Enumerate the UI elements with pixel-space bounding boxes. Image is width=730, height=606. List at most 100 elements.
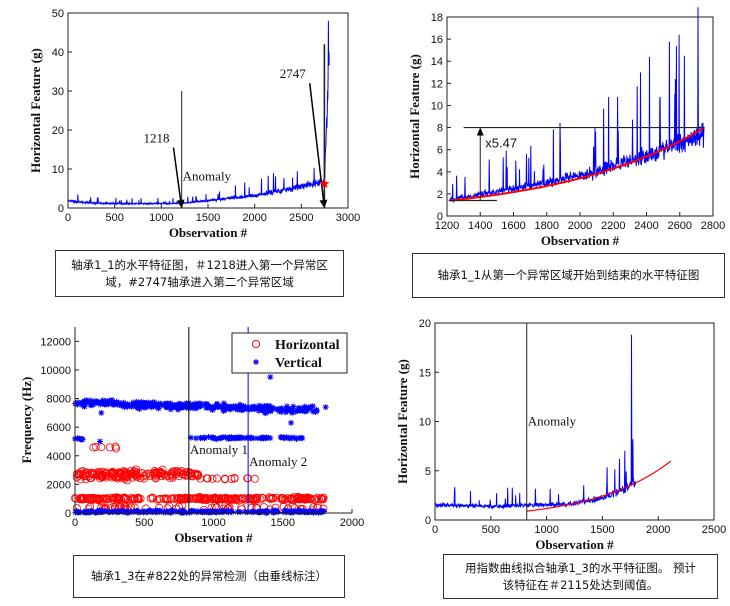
horizontal-point bbox=[167, 494, 176, 503]
horizontal-point bbox=[281, 495, 290, 504]
horizontal-point bbox=[114, 472, 123, 481]
vertical-point bbox=[228, 434, 235, 441]
vertical-point bbox=[128, 403, 135, 410]
vertical-point bbox=[313, 406, 320, 413]
vertical-point bbox=[255, 509, 262, 516]
horizontal-point bbox=[166, 469, 175, 478]
caption-chart-3: 轴承1_3在#822处的异常检测（由垂线标注） bbox=[73, 555, 345, 598]
x-tick-label: 0 bbox=[65, 212, 71, 224]
horizontal-point bbox=[267, 494, 276, 503]
anomaly-label: Anomaly 2 bbox=[249, 454, 307, 469]
horizontal-point bbox=[200, 494, 209, 503]
vertical-point bbox=[250, 435, 257, 442]
vertical-point bbox=[220, 403, 227, 410]
vertical-point bbox=[222, 434, 229, 441]
vertical-point bbox=[136, 400, 143, 407]
vertical-point bbox=[278, 408, 285, 415]
vertical-point bbox=[113, 398, 120, 405]
vertical-point bbox=[279, 406, 286, 413]
vertical-point bbox=[296, 507, 303, 514]
vertical-point bbox=[283, 403, 290, 410]
vertical-point bbox=[178, 403, 185, 410]
axes: 0 500 1000 1500 2000 2500 3000 0 10 20 30 40 50 Obser… bbox=[28, 8, 360, 240]
y-tick-label: 6000 bbox=[47, 422, 71, 434]
x-tick-label: 1500 bbox=[196, 212, 220, 224]
y-tick-label: 10000 bbox=[40, 365, 71, 377]
vertical-point bbox=[220, 400, 227, 407]
vertical-point bbox=[161, 402, 168, 409]
vertical-point bbox=[122, 402, 129, 409]
horizontal-point bbox=[220, 475, 229, 484]
star-marker-icon bbox=[319, 178, 330, 189]
vertical-point bbox=[310, 509, 317, 516]
vertical-point bbox=[118, 508, 125, 515]
vertical-point bbox=[221, 508, 228, 515]
y-tick-label: 4000 bbox=[47, 451, 71, 463]
horizontal-point bbox=[79, 493, 88, 502]
vertical-point bbox=[169, 402, 176, 409]
arrow-line bbox=[308, 83, 326, 209]
vertical-point bbox=[288, 406, 295, 413]
vertical-point bbox=[254, 435, 261, 442]
x-tick-label: 1600 bbox=[501, 220, 525, 232]
vertical-point bbox=[74, 401, 81, 408]
horizontal-point bbox=[177, 495, 186, 504]
x-tick-label: 500 bbox=[482, 524, 500, 536]
vertical-point bbox=[100, 399, 107, 406]
series-line bbox=[67, 20, 330, 206]
horizontal-point bbox=[212, 474, 221, 483]
vertical-point bbox=[288, 419, 295, 426]
legend-circle-icon bbox=[251, 339, 261, 349]
vertical-point bbox=[285, 435, 292, 442]
x-tick-label: 2400 bbox=[634, 220, 658, 232]
vertical-point bbox=[111, 508, 118, 515]
horizontal-point bbox=[227, 474, 236, 483]
vertical-point bbox=[132, 402, 139, 409]
x-axis-label: Observation # bbox=[535, 537, 614, 552]
horizontal-point bbox=[75, 469, 84, 478]
vertical-point bbox=[82, 398, 89, 405]
y-axis-label: Frequency (Hz) bbox=[19, 377, 34, 464]
horizontal-point bbox=[93, 468, 102, 477]
x-tick-label: 0 bbox=[72, 517, 78, 529]
vertical-point bbox=[193, 405, 200, 412]
horizontal-point bbox=[75, 494, 84, 503]
x-tick-label: 2500 bbox=[289, 212, 313, 224]
horizontal-point bbox=[253, 494, 262, 503]
vertical-point bbox=[194, 508, 201, 515]
vertical-point bbox=[260, 407, 267, 414]
vertical-point bbox=[256, 402, 263, 409]
horizontal-point bbox=[99, 495, 108, 504]
vertical-point bbox=[200, 434, 207, 441]
horizontal-point bbox=[86, 474, 95, 483]
horizontal-point bbox=[81, 475, 90, 484]
vertical-point bbox=[301, 406, 308, 413]
vertical-point bbox=[228, 405, 235, 412]
vertical-point bbox=[245, 405, 252, 412]
x-tick-label: 1000 bbox=[534, 524, 558, 536]
arrow-label: 1218 bbox=[143, 131, 169, 146]
vertical-point bbox=[292, 408, 299, 415]
vertical-point bbox=[87, 508, 94, 515]
horizontal-point bbox=[178, 470, 187, 479]
vertical-point bbox=[225, 509, 232, 516]
vertical-point bbox=[98, 509, 105, 516]
vertical-point bbox=[74, 399, 81, 406]
vertical-point bbox=[130, 399, 137, 406]
vertical-point bbox=[168, 509, 175, 516]
y-tick-label: 10 bbox=[52, 164, 64, 176]
legend-star-icon bbox=[253, 359, 259, 365]
vertical-point bbox=[277, 434, 284, 441]
horizontal-point bbox=[283, 494, 292, 503]
horizontal-point bbox=[102, 495, 111, 504]
y-tick-label: 6 bbox=[437, 145, 443, 157]
plot-area: x5.47 bbox=[448, 7, 705, 203]
horizontal-point bbox=[173, 467, 182, 476]
vertical-point bbox=[236, 405, 243, 412]
horizontal-point bbox=[196, 494, 205, 503]
horizontal-point bbox=[100, 494, 109, 503]
anomaly-label: Anomaly 1 bbox=[190, 442, 248, 457]
vertical-point bbox=[96, 438, 103, 445]
vertical-point bbox=[249, 508, 256, 515]
